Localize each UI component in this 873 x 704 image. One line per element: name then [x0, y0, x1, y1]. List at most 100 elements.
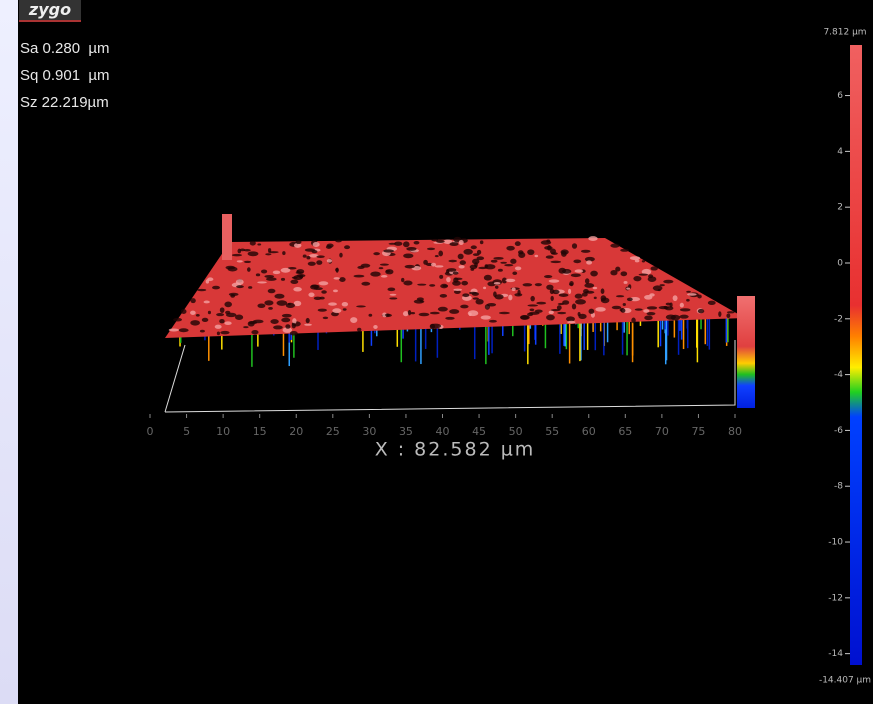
spot [296, 269, 304, 274]
spot [483, 287, 486, 290]
spot [190, 298, 195, 303]
spot [292, 323, 296, 328]
tick-label: 0 [837, 258, 843, 268]
tick-label: 15 [253, 425, 267, 438]
spot [673, 295, 678, 301]
spot [477, 250, 481, 255]
spot [217, 332, 220, 336]
spot [232, 254, 242, 257]
spot [504, 264, 513, 266]
spot [281, 268, 291, 273]
spot [257, 281, 267, 283]
tick-label: 75 [691, 425, 705, 438]
spot [562, 269, 571, 274]
spot [610, 243, 619, 247]
tick-label: -14 [828, 649, 843, 659]
spot [581, 250, 591, 253]
spot [582, 292, 588, 296]
spot [257, 303, 265, 308]
spot [505, 279, 515, 282]
spot [265, 253, 271, 255]
spot [435, 265, 444, 267]
spot [414, 241, 420, 245]
spot [680, 308, 691, 311]
spot [403, 311, 409, 316]
spot [515, 241, 521, 246]
spot [270, 319, 278, 324]
spot [430, 312, 440, 315]
spot [643, 309, 649, 312]
spot [385, 314, 390, 317]
spot [473, 297, 479, 299]
spot [463, 249, 472, 255]
spot [568, 289, 571, 294]
spot [621, 271, 628, 276]
spot [530, 296, 534, 301]
spot [343, 308, 347, 310]
spot [535, 283, 542, 286]
tick-label: 2 [837, 203, 843, 213]
spot [708, 301, 716, 305]
spot [633, 276, 641, 281]
tick-label: 45 [472, 425, 486, 438]
spot [224, 321, 231, 325]
spot [321, 290, 327, 293]
spot [370, 271, 380, 276]
spot [472, 292, 479, 296]
spot [306, 318, 310, 323]
colorbar-min: -14.407 µm [819, 676, 871, 686]
spot [236, 285, 244, 288]
spot [401, 278, 404, 282]
spot [446, 277, 451, 282]
tick-label: 20 [289, 425, 303, 438]
spot [575, 299, 586, 304]
spot [550, 261, 561, 263]
spot [383, 249, 394, 252]
spot [571, 273, 581, 277]
spot [544, 275, 552, 278]
pillar [737, 296, 755, 408]
spot [489, 320, 497, 323]
spot [435, 255, 439, 257]
spot [220, 331, 229, 335]
spot [620, 249, 629, 252]
spot [387, 288, 395, 292]
pillar [222, 214, 232, 260]
spot [448, 260, 457, 263]
tick-label: 60 [582, 425, 596, 438]
spot [586, 260, 592, 264]
tick-label: 6 [837, 91, 843, 101]
spot [664, 306, 668, 309]
spot [327, 259, 332, 263]
spot [237, 260, 243, 262]
spot [484, 275, 492, 281]
tick-label: -6 [834, 426, 843, 436]
tick-label: 10 [216, 425, 230, 438]
tick-label: 40 [436, 425, 450, 438]
spot [468, 310, 479, 316]
spot [308, 262, 316, 266]
spot [356, 305, 366, 307]
spot [430, 324, 435, 329]
spot [403, 241, 410, 247]
spot [686, 291, 691, 293]
spot [389, 243, 397, 245]
spot [281, 318, 290, 323]
spot [248, 251, 259, 256]
spot [320, 297, 325, 300]
spot [274, 294, 284, 299]
spot [216, 313, 224, 316]
spot [584, 283, 594, 288]
spot [408, 310, 411, 315]
spot [649, 293, 654, 296]
spot [334, 277, 340, 280]
spot [403, 281, 412, 286]
spot [276, 300, 287, 306]
spot [230, 294, 235, 298]
spot [616, 295, 624, 297]
spot [500, 262, 507, 264]
spot [268, 251, 279, 253]
spot [219, 319, 224, 323]
spot [578, 312, 581, 316]
spot [318, 309, 327, 312]
